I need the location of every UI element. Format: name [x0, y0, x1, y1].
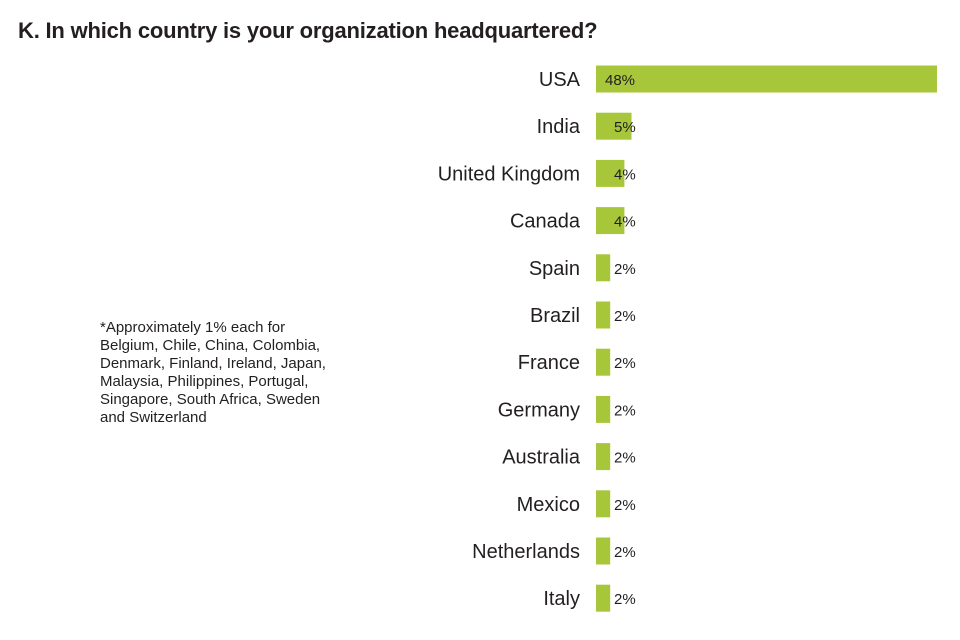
footnote-line: Singapore, South Africa, Sweden	[100, 391, 321, 408]
value-label: 5%	[614, 119, 636, 136]
category-label: United Kingdom	[438, 163, 580, 185]
bar-united-kingdom	[596, 159, 625, 187]
category-label: Italy	[543, 588, 580, 610]
footnote-line: and Switzerland	[100, 409, 207, 426]
bar-netherlands	[596, 537, 611, 565]
category-label: Australia	[502, 447, 581, 469]
value-label: 2%	[614, 497, 636, 514]
bar-italy	[596, 584, 611, 612]
value-label: 2%	[614, 402, 636, 419]
bar-france	[596, 348, 611, 376]
bar-brazil	[596, 301, 611, 329]
category-label: India	[537, 116, 581, 138]
footnote-line: *Approximately 1% each for	[100, 319, 286, 336]
category-label: Canada	[510, 211, 581, 233]
chart-title: K. In which country is your organization…	[18, 18, 598, 43]
footnote-line: Belgium, Chile, China, Colombia,	[100, 337, 321, 354]
value-label: 48%	[605, 72, 635, 89]
value-label: 2%	[614, 261, 636, 278]
category-label: Spain	[529, 258, 580, 280]
value-label: 2%	[614, 591, 636, 608]
bar-australia	[596, 443, 611, 471]
value-label: 2%	[614, 308, 636, 325]
category-label: Germany	[498, 399, 580, 421]
bar-germany	[596, 395, 611, 423]
bar-spain	[596, 254, 611, 282]
bar-india	[596, 112, 632, 140]
bar-canada	[596, 207, 625, 235]
value-label: 2%	[614, 544, 636, 561]
value-label: 2%	[614, 355, 636, 372]
bar-mexico	[596, 490, 611, 518]
footnote-line: Malaysia, Philippines, Portugal,	[100, 373, 309, 390]
value-label: 2%	[614, 450, 636, 467]
category-label: USA	[539, 69, 581, 91]
value-label: 4%	[614, 166, 636, 183]
footnote-line: Denmark, Finland, Ireland, Japan,	[100, 355, 326, 372]
category-label: Mexico	[517, 494, 580, 516]
category-label: Brazil	[530, 305, 580, 327]
category-label: Netherlands	[472, 541, 580, 563]
bar-usa	[596, 65, 937, 93]
value-label: 4%	[614, 214, 636, 231]
category-label: France	[518, 352, 580, 374]
footnote: *Approximately 1% each for Belgium, Chil…	[100, 319, 370, 427]
